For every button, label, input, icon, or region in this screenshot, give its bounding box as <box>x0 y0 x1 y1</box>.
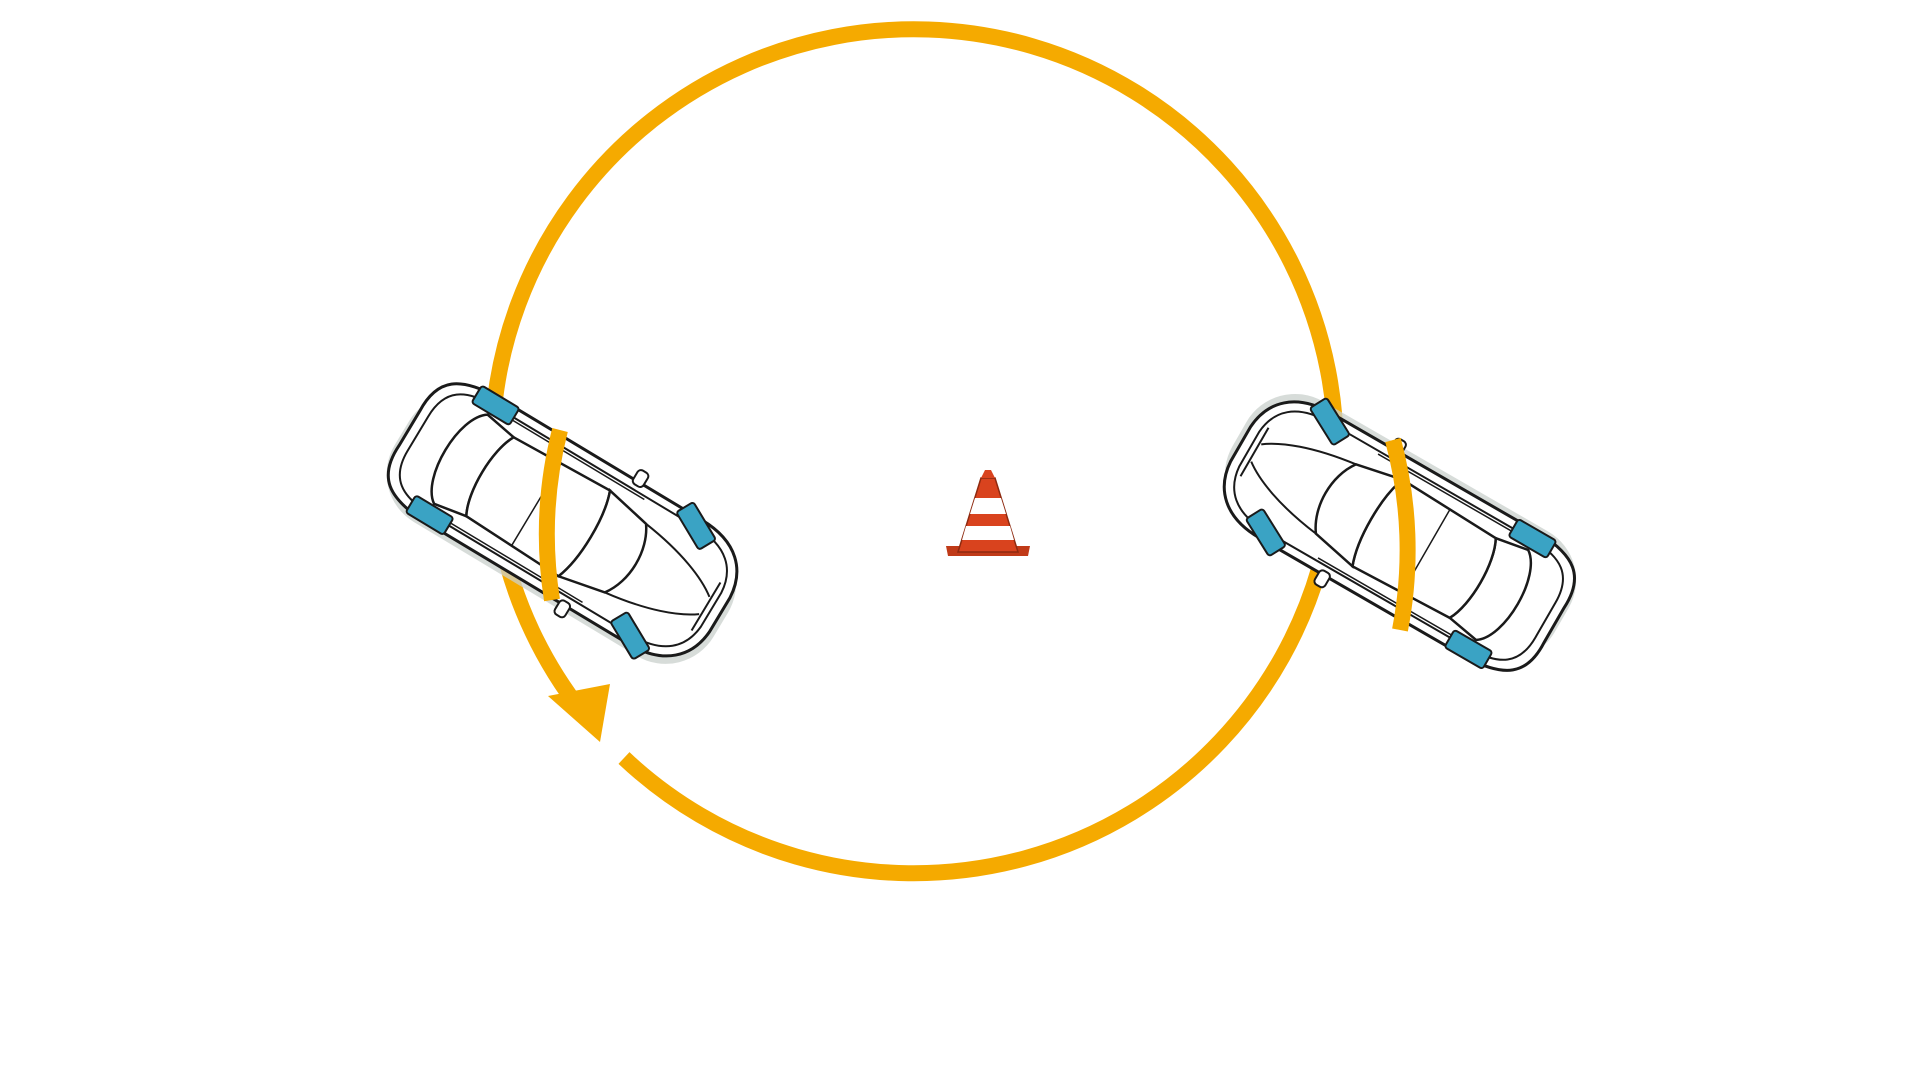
path-overlay <box>538 428 1416 632</box>
circular-arrow-icon <box>483 21 1344 882</box>
traffic-cone-icon <box>946 470 1030 556</box>
car-top-view-icon-right <box>1191 366 1602 702</box>
car-top-view-icon-left <box>361 352 770 692</box>
